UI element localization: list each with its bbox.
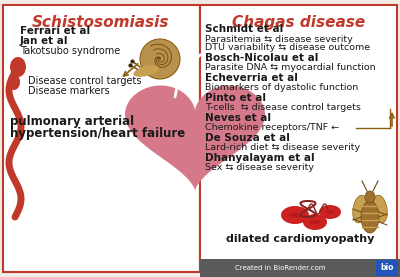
Text: Disease markers: Disease markers [28, 86, 110, 96]
Ellipse shape [353, 195, 367, 223]
Text: Ferrari et al: Ferrari et al [20, 26, 90, 36]
Text: Dhanyalayam et al: Dhanyalayam et al [205, 153, 315, 163]
Text: Parasite DNA ⇆ myocardial function: Parasite DNA ⇆ myocardial function [205, 63, 376, 73]
Bar [376, 260, 398, 276]
Ellipse shape [361, 201, 379, 233]
Ellipse shape [10, 57, 26, 77]
Ellipse shape [310, 220, 320, 224]
Text: Pinto et al: Pinto et al [205, 93, 266, 103]
Bar [200, 259, 400, 277]
Text: Jan et al: Jan et al [20, 36, 68, 46]
Ellipse shape [133, 65, 159, 77]
Text: Disease control targets: Disease control targets [28, 76, 142, 86]
Text: Created in BioRender.com: Created in BioRender.com [235, 265, 325, 271]
Text: Biomarkers of dyastolic function: Biomarkers of dyastolic function [205, 83, 358, 93]
Ellipse shape [8, 74, 20, 90]
Text: T-cells  ⇆ disease control targets: T-cells ⇆ disease control targets [205, 104, 361, 112]
Text: De Souza et al: De Souza et al [205, 133, 290, 143]
Text: Takotsubo syndrome: Takotsubo syndrome [20, 46, 120, 56]
Text: Echeverria et al: Echeverria et al [205, 73, 298, 83]
Text: Sex ⇆ disease severity: Sex ⇆ disease severity [205, 163, 314, 173]
Text: bio: bio [380, 263, 394, 273]
Text: Neves et al: Neves et al [205, 113, 271, 123]
Bar [3, 5, 200, 272]
Ellipse shape [365, 191, 375, 203]
Bar [200, 5, 397, 272]
Ellipse shape [281, 206, 309, 224]
Text: Schmidt et al: Schmidt et al [205, 24, 283, 34]
Text: pulmonary arterial: pulmonary arterial [10, 116, 134, 129]
Text: Bosch-Nicolau et al: Bosch-Nicolau et al [205, 53, 318, 63]
Ellipse shape [319, 205, 341, 219]
Ellipse shape [373, 195, 387, 223]
Text: Chemokine receptors/TNF ←: Chemokine receptors/TNF ← [205, 124, 339, 132]
Text: Schistosomiasis: Schistosomiasis [32, 15, 170, 30]
Text: Parasitemia ⇆ disease severity: Parasitemia ⇆ disease severity [205, 35, 353, 43]
Text: hypertension/heart failure: hypertension/heart failure [10, 127, 185, 140]
Polygon shape [125, 86, 265, 191]
Ellipse shape [289, 213, 301, 217]
Text: dilated cardiomyopathy: dilated cardiomyopathy [226, 234, 374, 244]
Text: DTU variability ⇆ disease outcome: DTU variability ⇆ disease outcome [205, 43, 370, 53]
Circle shape [140, 39, 180, 79]
Text: Lard-rich diet ⇆ disease severity: Lard-rich diet ⇆ disease severity [205, 143, 360, 153]
Text: Chagas disease: Chagas disease [232, 15, 366, 30]
Ellipse shape [325, 210, 335, 214]
Ellipse shape [303, 214, 327, 230]
